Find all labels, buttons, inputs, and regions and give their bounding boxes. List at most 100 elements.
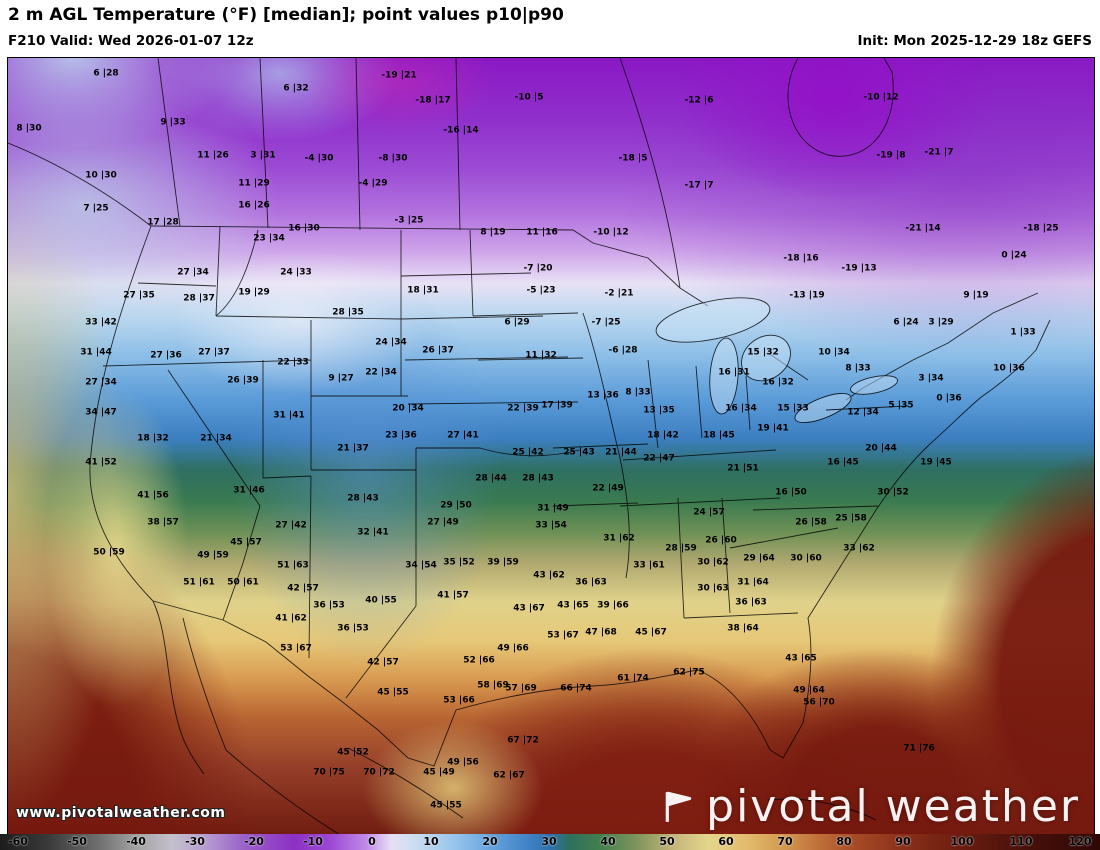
point-value: 49 |56 [447, 757, 479, 768]
point-value: 25 |42 [512, 447, 544, 458]
point-value: 15 |32 [747, 347, 779, 358]
point-value: 6 |29 [504, 317, 530, 328]
point-value: 5 |35 [888, 400, 914, 411]
point-value: -13 |19 [789, 290, 825, 301]
point-value: -17 |7 [684, 180, 714, 191]
colorbar: -60 -50 -40 -30 -20 -10 0 10 20 30 40 50 60 70 80 90 100… [0, 834, 1100, 850]
point-value: -7 |20 [523, 263, 553, 274]
point-value: 16 |50 [775, 487, 807, 498]
point-value: 42 |57 [287, 583, 319, 594]
point-value: 9 |27 [328, 373, 354, 384]
point-value: 58 |69 [477, 680, 509, 691]
point-value: 16 |26 [238, 200, 270, 211]
point-value: -16 |14 [443, 125, 479, 136]
point-value: 25 |43 [563, 447, 595, 458]
point-value: 26 |58 [795, 517, 827, 528]
point-value: 20 |44 [865, 443, 897, 454]
point-value: -6 |28 [608, 345, 638, 356]
point-value: 13 |36 [587, 390, 619, 401]
point-value: 17 |28 [147, 217, 179, 228]
point-value: 30 |60 [790, 553, 822, 564]
point-value: 28 |44 [475, 473, 507, 484]
point-value: 31 |62 [603, 533, 635, 544]
point-value: 33 |54 [535, 520, 567, 531]
point-value: 18 |45 [703, 430, 735, 441]
init-time-label: Init: Mon 2025-12-29 18z GEFS [857, 33, 1092, 49]
point-value: -18 |25 [1023, 223, 1059, 234]
point-value: 21 |34 [200, 433, 232, 444]
point-value: 32 |41 [357, 527, 389, 538]
temperature-map[interactable]: 6 |28 6 |32 -19 |21 -18 |17 -10 |5 -12 |6 -10 … [7, 57, 1095, 836]
point-value: 43 |62 [533, 570, 565, 581]
point-value: 17 |39 [541, 400, 573, 411]
point-value: 19 |41 [757, 423, 789, 434]
point-value: 45 |55 [430, 800, 462, 811]
point-value: 21 |51 [727, 463, 759, 474]
point-value: 3 |31 [250, 150, 276, 161]
point-value: 36 |63 [575, 577, 607, 588]
colorbar-tick-label: -20 [244, 835, 264, 848]
pivotalweather-logo-icon [665, 791, 692, 822]
point-value: 24 |34 [375, 337, 407, 348]
point-value: 24 |33 [280, 267, 312, 278]
point-value: 16 |45 [827, 457, 859, 468]
point-value: 28 |43 [522, 473, 554, 484]
point-value: 27 |34 [177, 267, 209, 278]
point-value: 27 |42 [275, 520, 307, 531]
point-value: 22 |47 [643, 453, 675, 464]
point-value: 66 |74 [560, 683, 592, 694]
point-value: 10 |34 [818, 347, 850, 358]
point-value: 11 |32 [525, 350, 557, 361]
point-value: -12 |6 [684, 95, 714, 106]
point-value: 25 |58 [835, 513, 867, 524]
point-value: 49 |64 [793, 685, 825, 696]
point-value: 8 |19 [480, 227, 506, 238]
point-value: 43 |67 [513, 603, 545, 614]
point-value: 18 |42 [647, 430, 679, 441]
point-value: -19 |13 [841, 263, 877, 274]
point-value: 18 |31 [407, 285, 439, 296]
point-value: 39 |59 [487, 557, 519, 568]
point-value: 71 |76 [903, 743, 935, 754]
point-value: 33 |61 [633, 560, 665, 571]
point-value: 24 |57 [693, 507, 725, 518]
point-value: 39 |66 [597, 600, 629, 611]
point-value: 16 |30 [288, 223, 320, 234]
point-value: -10 |12 [863, 92, 899, 103]
point-value: 70 |72 [363, 767, 395, 778]
point-value: 53 |67 [547, 630, 579, 641]
point-value: 16 |34 [725, 403, 757, 414]
point-value: -18 |5 [618, 153, 648, 164]
point-value: 36 |53 [313, 600, 345, 611]
colorbar-tick-label: 120 [1068, 835, 1092, 848]
point-value: 6 |32 [283, 83, 309, 94]
colorbar-tick-label: -40 [126, 835, 146, 848]
point-value: 27 |36 [150, 350, 182, 361]
meta-row: F210 Valid: Wed 2026-01-07 12z Init: Mon… [8, 30, 1092, 52]
point-value: 50 |61 [227, 577, 259, 588]
pivotalweather-logo: pivotal weather [662, 785, 1080, 829]
point-value: 9 |33 [160, 117, 186, 128]
point-value: 26 |39 [227, 375, 259, 386]
point-value: 31 |64 [737, 577, 769, 588]
point-value: 31 |46 [233, 485, 265, 496]
point-value: 28 |37 [183, 293, 215, 304]
point-value: 22 |39 [507, 403, 539, 414]
point-value: 8 |33 [625, 387, 651, 398]
point-value: 21 |44 [605, 447, 637, 458]
point-value: 3 |34 [918, 373, 944, 384]
colorbar-tick-label: 40 [600, 835, 616, 848]
point-value: 16 |31 [718, 367, 750, 378]
colorbar-tick-label: 90 [895, 835, 911, 848]
point-value: 47 |68 [585, 627, 617, 638]
point-value: 28 |59 [665, 543, 697, 554]
point-value: 41 |56 [137, 490, 169, 501]
point-value: 26 |37 [422, 345, 454, 356]
watermark: www.pivotalweather.com [16, 805, 226, 821]
point-value: 62 |75 [673, 667, 705, 678]
point-value: 11 |26 [197, 150, 229, 161]
point-value: 27 |34 [85, 377, 117, 388]
colorbar-tick-label: 100 [950, 835, 974, 848]
point-value: -19 |21 [381, 70, 417, 81]
